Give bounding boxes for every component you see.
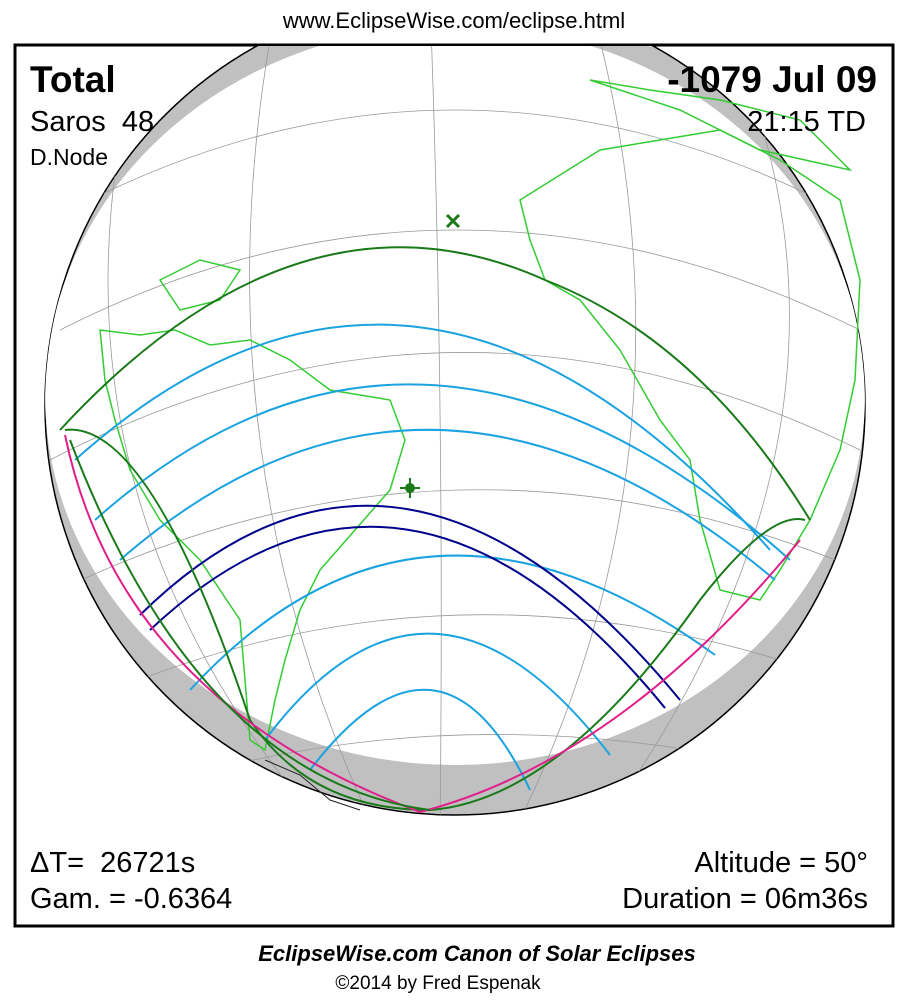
eclipse-path [59,246,811,814]
footer-title: EclipseWise.com Canon of Solar Eclipses [258,941,696,966]
eclipse-date: -1079 Jul 09 [667,59,877,100]
greatest-eclipse [400,213,461,498]
node: D.Node [30,144,108,170]
delta-t: ΔT= 26721s [30,847,195,879]
duration: Duration = 06m36s [622,883,868,915]
eclipse-type: Total [30,59,116,100]
url: www.EclipseWise.com/eclipse.html [282,8,625,33]
gamma: Gam. = -0.6364 [30,883,232,915]
saros: Saros 48 [30,106,154,138]
time: 21:15 TD [747,106,866,138]
day-side [45,46,865,765]
globe [44,46,866,816]
copyright: ©2014 by Fred Espenak [335,973,541,994]
altitude: Altitude = 50° [694,847,868,879]
